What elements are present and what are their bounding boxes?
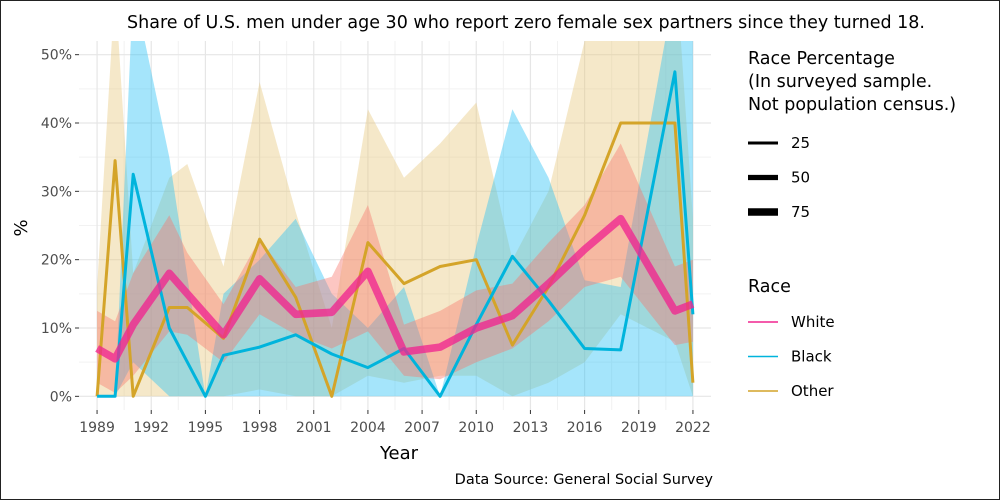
data-point-black <box>96 396 97 397</box>
x-tick-label: 1989 <box>79 420 115 436</box>
data-point-other <box>133 396 134 397</box>
data-point-other <box>620 122 621 123</box>
data-point-black <box>620 349 621 350</box>
data-point-black <box>692 314 693 315</box>
confidence-bands <box>97 41 693 397</box>
data-point-black <box>367 367 368 368</box>
data-point-other <box>440 266 441 267</box>
data-point-white <box>295 314 296 315</box>
size-legend-label: 50 <box>791 169 810 187</box>
data-point-other <box>692 382 693 383</box>
x-tick-label: 2019 <box>621 420 657 436</box>
y-tick-label: 30% <box>41 184 72 200</box>
data-point-black <box>169 327 170 328</box>
data-point-white <box>223 334 224 335</box>
color-legend-title: Race <box>748 277 791 297</box>
y-tick-label: 40% <box>41 116 72 132</box>
data-point-black <box>295 334 296 335</box>
data-point-other <box>187 307 188 308</box>
data-point-black <box>584 348 585 349</box>
data-point-black <box>223 355 224 356</box>
data-point-white <box>259 278 260 279</box>
data-point-white <box>674 310 675 311</box>
chart-title: Share of U.S. men under age 30 who repor… <box>127 13 925 33</box>
color-legend-label: Black <box>791 348 832 366</box>
x-tick-label: 1998 <box>242 420 278 436</box>
data-point-white <box>367 271 368 272</box>
data-point-black <box>548 300 549 301</box>
x-tick-label: 2004 <box>350 420 386 436</box>
data-point-other <box>169 307 170 308</box>
data-point-white <box>133 324 134 325</box>
series-line-white <box>95 214 695 363</box>
data-point-white <box>403 351 404 352</box>
data-point-white <box>620 218 621 219</box>
data-point-white <box>169 273 170 274</box>
series-line-black <box>97 70 695 398</box>
size-legend-label: 25 <box>791 134 810 152</box>
legend: Race Percentage (In surveyed sample. Not p… <box>748 49 956 400</box>
series-lines <box>95 70 695 398</box>
size-legend-label: 75 <box>791 203 810 221</box>
data-point-black <box>259 347 260 348</box>
axis-ticks: 1989 1992 1995 1998 2001 2004 2007 2010 2013 2016… <box>41 48 711 436</box>
data-point-black <box>133 174 134 175</box>
data-point-black <box>674 71 675 72</box>
x-tick-label: 2010 <box>458 420 494 436</box>
data-point-white <box>476 327 477 328</box>
size-legend-title: Not population census.) <box>748 95 956 115</box>
y-tick-label: 50% <box>41 48 72 64</box>
data-source-caption: Data Source: General Social Survey <box>455 472 714 488</box>
series-line-other <box>95 121 695 398</box>
data-point-white <box>512 315 513 316</box>
data-point-other <box>512 344 513 345</box>
data-point-white <box>115 358 116 359</box>
data-point-other <box>295 297 296 298</box>
data-point-other <box>367 242 368 243</box>
data-point-other <box>674 122 675 123</box>
data-point-black <box>205 396 206 397</box>
size-legend-title: Race Percentage <box>748 49 895 69</box>
data-point-white <box>548 283 549 284</box>
x-tick-label: 2016 <box>567 420 603 436</box>
confidence-band-other <box>97 41 693 397</box>
data-point-other <box>331 396 332 397</box>
x-tick-label: 2022 <box>675 420 711 436</box>
y-axis-label: % <box>11 219 32 236</box>
confidence-band-white <box>97 143 693 393</box>
size-legend-title: (In surveyed sample. <box>748 72 932 92</box>
data-point-other <box>476 259 477 260</box>
data-point-black <box>440 396 441 397</box>
confidence-band-black <box>97 41 693 397</box>
data-point-white <box>584 249 585 250</box>
color-legend-label: Other <box>791 382 834 400</box>
data-point-black <box>512 256 513 257</box>
data-point-other <box>259 239 260 240</box>
data-point-white <box>440 347 441 348</box>
x-tick-label: 2007 <box>404 420 440 436</box>
y-tick-label: 10% <box>41 321 72 337</box>
data-point-other <box>584 215 585 216</box>
x-tick-label: 1995 <box>188 420 224 436</box>
data-point-white <box>187 293 188 294</box>
data-point-white <box>331 312 332 313</box>
x-axis-label: Year <box>379 443 419 464</box>
data-point-white <box>96 348 97 349</box>
data-point-other <box>115 160 116 161</box>
data-point-white <box>692 303 693 304</box>
y-tick-label: 20% <box>41 253 72 269</box>
x-tick-label: 1992 <box>133 420 169 436</box>
data-point-black <box>331 353 332 354</box>
x-tick-label: 2013 <box>513 420 549 436</box>
data-point-other <box>403 283 404 284</box>
data-point-black <box>115 396 116 397</box>
x-tick-label: 2001 <box>296 420 332 436</box>
color-legend-label: White <box>791 313 835 331</box>
y-tick-label: 0% <box>50 389 72 405</box>
